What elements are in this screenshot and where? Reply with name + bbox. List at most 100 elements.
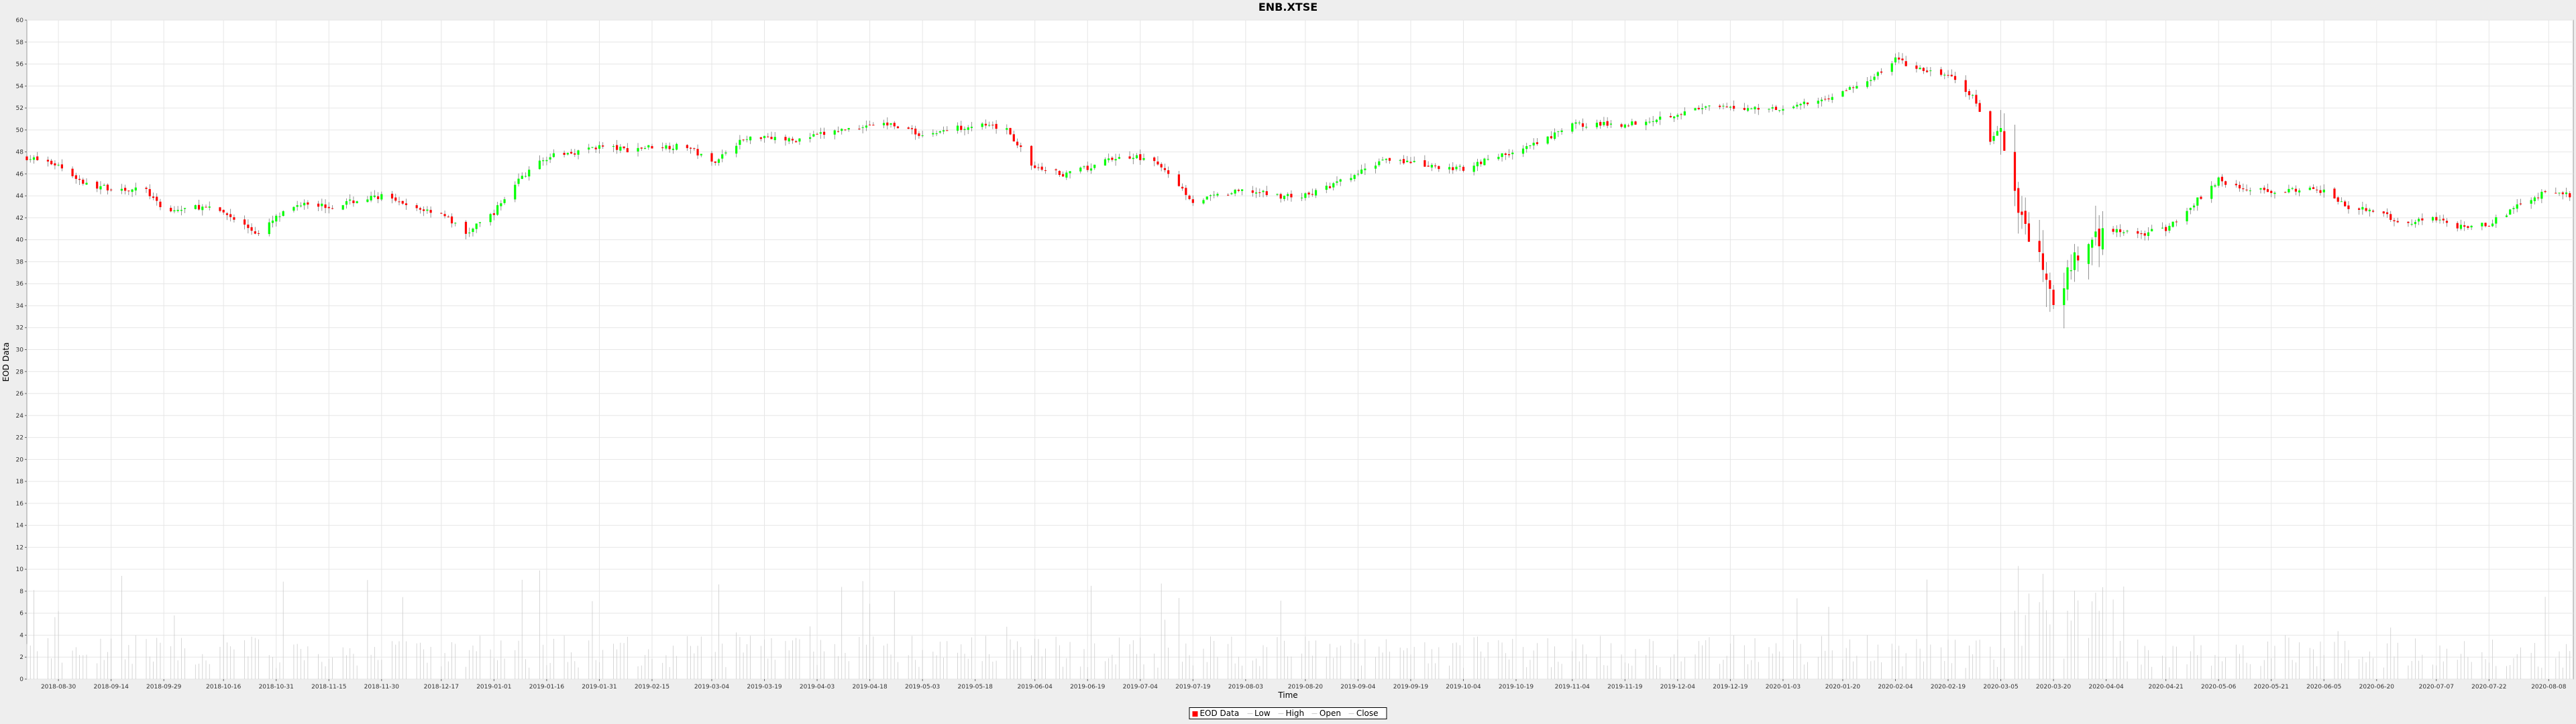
candle-up: [749, 136, 752, 141]
candle-down: [1167, 170, 1170, 174]
candle-up: [1796, 105, 1799, 107]
candle-up: [524, 176, 527, 177]
candle-down: [127, 190, 130, 192]
candle-up: [2259, 188, 2262, 190]
candle-up: [1234, 190, 1236, 194]
candle-up: [1603, 121, 1605, 125]
candle-down: [886, 122, 889, 126]
x-tick-label: 2019-04-03: [800, 684, 835, 690]
candle-down: [1480, 162, 1483, 164]
candle-down: [1020, 145, 1022, 147]
candle-up: [1448, 167, 1451, 170]
candle-down: [2344, 201, 2347, 206]
candle-up: [1374, 166, 1377, 169]
candle-down: [2463, 225, 2466, 227]
candle-down: [423, 209, 425, 211]
candle-up: [1399, 160, 1401, 161]
candle-up: [717, 159, 720, 163]
candle-down: [1227, 194, 1230, 196]
candle-up: [2192, 205, 2196, 208]
candle-up: [2340, 201, 2343, 202]
candle-up: [2410, 224, 2413, 225]
y-tick-label: 36: [16, 281, 24, 288]
candle-down: [795, 141, 798, 143]
candle-up: [724, 152, 727, 154]
candle-down: [2003, 131, 2006, 151]
candle-up: [1108, 158, 1110, 160]
candle-down: [307, 202, 309, 205]
candle-down: [791, 138, 794, 141]
candle-up: [2491, 223, 2494, 227]
x-tick-label: 2020-03-20: [2036, 684, 2072, 690]
candle-down: [602, 145, 604, 147]
candle-down: [2220, 176, 2224, 182]
candle-down: [443, 214, 446, 217]
candle-down: [1824, 99, 1827, 100]
candle-down: [2561, 192, 2564, 194]
candle-down: [1550, 136, 1552, 139]
x-tick-label: 2020-02-19: [1931, 684, 1966, 690]
candle-down: [2319, 190, 2322, 193]
candle-up: [1771, 107, 1774, 109]
candle-up: [1694, 108, 1697, 111]
candle-up: [1768, 109, 1770, 110]
candle-up: [366, 199, 369, 202]
candle-up: [1792, 107, 1795, 109]
y-tick-label: 22: [16, 435, 23, 442]
x-tick-label: 2019-01-31: [582, 684, 616, 690]
candle-down: [623, 146, 625, 149]
candle-up: [173, 210, 176, 212]
candle-down: [492, 213, 495, 215]
y-tick-label: 56: [16, 62, 24, 68]
candle-down: [331, 208, 334, 209]
candle-down: [2407, 221, 2410, 223]
candle-up: [2418, 219, 2420, 222]
candle-up: [2291, 188, 2294, 189]
candle-down: [1989, 111, 1992, 142]
candle-down: [2393, 220, 2396, 222]
candle-up: [356, 201, 358, 204]
candle-down: [1279, 194, 1282, 199]
candle-up: [1778, 110, 1781, 111]
candle-up: [861, 127, 864, 128]
x-tick-label: 2018-10-31: [259, 684, 294, 690]
candle-down: [1030, 145, 1033, 166]
candle-down: [2456, 223, 2459, 229]
candle-up: [1659, 116, 1662, 120]
candle-down: [2118, 229, 2122, 233]
candle-up: [1118, 157, 1120, 159]
candle-up: [1350, 178, 1352, 180]
x-tick-label: 2020-06-20: [2359, 684, 2395, 690]
legend-item-close: Close: [1348, 709, 1379, 718]
candle-up: [1831, 97, 1833, 101]
candle-down: [156, 196, 158, 201]
candle-up: [745, 139, 748, 140]
candle-down: [2027, 223, 2031, 242]
candle-down: [816, 133, 818, 135]
candle-down: [1290, 194, 1293, 198]
candle-up: [1817, 101, 1819, 104]
candle-up: [1132, 158, 1134, 160]
candle-down: [2445, 221, 2449, 223]
x-tick-label: 2018-08-30: [41, 684, 76, 690]
candle-up: [1571, 123, 1574, 132]
x-tick-label: 2019-11-19: [1607, 684, 1643, 690]
candle-down: [1044, 170, 1046, 172]
candle-down: [2347, 205, 2350, 209]
candle-up: [1848, 86, 1851, 90]
x-tick-label: 2019-11-04: [1555, 684, 1591, 690]
y-tick-label: 20: [16, 457, 24, 463]
candle-down: [1915, 65, 1918, 69]
candle-up: [549, 157, 551, 160]
candle-up: [619, 146, 622, 151]
candle-down: [837, 131, 840, 132]
candle-up: [2151, 229, 2153, 232]
y-tick-label: 44: [16, 193, 24, 200]
candle-down: [1307, 192, 1310, 195]
candle-up: [2322, 189, 2325, 192]
candle-up: [847, 128, 850, 130]
candle-down: [2235, 184, 2237, 186]
candle-up: [1142, 158, 1145, 160]
y-tick-label: 6: [19, 611, 23, 617]
candle-down: [1061, 174, 1065, 177]
